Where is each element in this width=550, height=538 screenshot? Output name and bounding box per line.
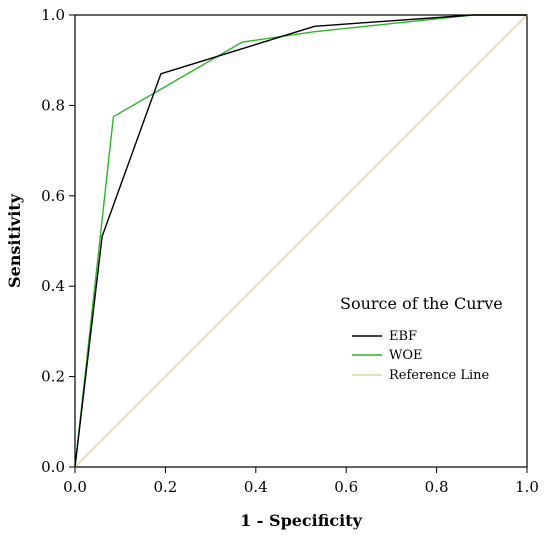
series-layer	[74, 14, 528, 468]
y-tick-label: 1.0	[41, 6, 65, 24]
x-axis-title: 1 - Specificity	[240, 511, 363, 530]
x-tick-label: 0.0	[63, 478, 87, 496]
legend: Source of the Curve EBF WOE Reference Li…	[340, 294, 503, 383]
y-tick-label: 0.4	[41, 277, 65, 295]
x-tick-label: 0.6	[334, 478, 358, 496]
series-line-reference-line	[74, 14, 528, 468]
y-axis-ticks: 0.0 0.2 0.4 0.6 0.8 1.0	[41, 6, 75, 476]
y-tick-label: 0.2	[41, 368, 65, 386]
y-tick-label: 0.8	[41, 96, 65, 114]
plot-area	[74, 14, 528, 468]
series-line-ebf	[74, 14, 527, 468]
legend-label-woe: WOE	[389, 348, 423, 363]
x-tick-label: 1.0	[515, 478, 539, 496]
plot-frame	[74, 14, 528, 468]
x-tick-label: 0.4	[244, 478, 268, 496]
y-axis-title: Sensitivity	[5, 193, 24, 288]
legend-label-ebf: EBF	[389, 329, 417, 344]
legend-label-reference: Reference Line	[389, 368, 490, 383]
x-axis-ticks: 0.0 0.2 0.4 0.6 0.8 1.0	[63, 467, 539, 496]
legend-title: Source of the Curve	[340, 294, 503, 313]
x-tick-label: 0.2	[153, 478, 177, 496]
y-tick-label: 0.6	[41, 187, 65, 205]
y-tick-label: 0.0	[41, 458, 65, 476]
x-tick-label: 0.8	[425, 478, 449, 496]
